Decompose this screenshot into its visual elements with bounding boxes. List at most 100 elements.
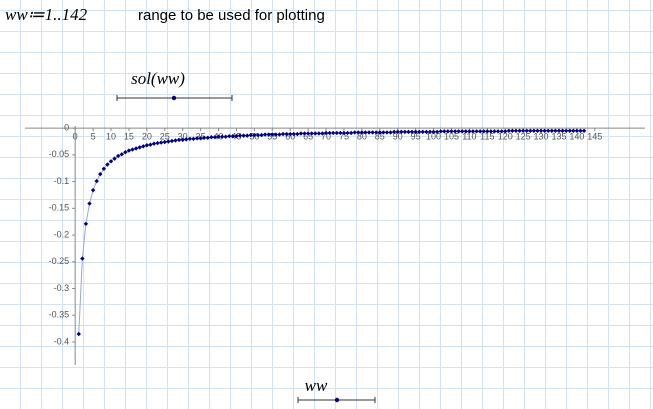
- data-point: [316, 131, 322, 136]
- data-point: [173, 138, 178, 143]
- x-tick-label: 75: [339, 132, 349, 142]
- data-point: [503, 129, 508, 134]
- x-tick-label: 120: [498, 132, 513, 142]
- data-point: [227, 133, 232, 139]
- data-point: [320, 131, 325, 136]
- data-point: [406, 129, 411, 135]
- x-tick-label: 10: [106, 132, 116, 142]
- data-point: [417, 129, 422, 135]
- data-point: [237, 133, 243, 138]
- data-point: [90, 187, 96, 193]
- data-point: [356, 130, 361, 135]
- y-tick-label: -0.25: [49, 256, 70, 266]
- data-point: [571, 128, 576, 134]
- data-point: [345, 130, 350, 136]
- data-point: [302, 131, 307, 136]
- data-point: [531, 128, 537, 134]
- data-point: [309, 131, 314, 136]
- data-point: [581, 128, 587, 134]
- data-point: [155, 140, 160, 146]
- data-point: [141, 144, 146, 149]
- data-point: [563, 128, 569, 134]
- x-tick-label: 145: [587, 132, 602, 142]
- data-point: [334, 130, 339, 136]
- data-point: [158, 140, 164, 145]
- data-point: [549, 128, 555, 134]
- x-tick-label: 115: [480, 132, 494, 142]
- data-point: [553, 128, 558, 134]
- data-point: [130, 147, 135, 152]
- data-point: [248, 132, 253, 138]
- data-point: [119, 152, 124, 157]
- data-point: [270, 132, 275, 137]
- data-point: [499, 129, 504, 134]
- data-point: [467, 129, 472, 134]
- data-point: [510, 128, 515, 134]
- y-label-handle: [116, 95, 233, 101]
- data-point: [434, 129, 440, 135]
- x-tick-label: 0: [73, 132, 78, 142]
- x-tick-label: 130: [534, 132, 549, 142]
- data-point: [277, 132, 282, 137]
- data-point: [517, 128, 522, 134]
- x-tick-label: 125: [516, 132, 531, 142]
- x-tick-label: 80: [357, 132, 367, 142]
- data-point: [151, 141, 157, 146]
- data-point: [474, 129, 479, 134]
- y-tick-label: -0.35: [49, 310, 70, 320]
- y-tick-label: -0.15: [49, 203, 70, 213]
- data-point: [456, 129, 461, 134]
- data-point: [427, 129, 433, 135]
- data-point: [485, 129, 490, 134]
- data-point: [409, 129, 415, 135]
- data-point: [488, 129, 494, 134]
- data-point: [399, 129, 404, 135]
- data-point: [166, 139, 171, 144]
- y-tick-label: -0.1: [54, 176, 70, 186]
- data-point: [101, 166, 107, 171]
- data-line: [78, 130, 585, 335]
- data-point: [470, 129, 476, 134]
- data-point: [137, 145, 142, 150]
- data-point: [370, 130, 375, 135]
- data-point: [331, 130, 336, 136]
- x-tick-label: 60: [285, 132, 295, 142]
- data-point: [169, 138, 175, 144]
- data-point: [148, 142, 153, 147]
- data-point: [327, 130, 332, 136]
- data-point: [259, 132, 264, 138]
- data-point: [244, 133, 250, 138]
- data-point: [420, 129, 426, 135]
- data-point: [538, 128, 544, 134]
- data-point: [574, 128, 580, 134]
- x-tick-label: 20: [142, 132, 152, 142]
- data-point: [291, 131, 296, 137]
- data-point: [546, 128, 551, 134]
- data-point: [481, 129, 486, 134]
- data-point: [567, 128, 572, 134]
- data-point: [528, 128, 533, 134]
- data-point: [348, 130, 354, 136]
- data-point: [520, 128, 526, 134]
- data-point: [295, 131, 300, 137]
- data-point: [338, 130, 343, 136]
- data-point: [266, 132, 271, 137]
- data-point: [76, 331, 81, 337]
- data-point: [284, 131, 289, 137]
- data-point: [452, 129, 458, 134]
- data-point: [542, 128, 547, 134]
- y-tick-label: 0: [64, 123, 69, 133]
- data-point: [313, 131, 318, 136]
- data-point: [323, 130, 329, 136]
- data-point: [578, 128, 583, 134]
- data-point: [506, 128, 512, 134]
- data-point: [431, 129, 436, 135]
- data-point: [230, 133, 236, 139]
- data-point: [262, 132, 268, 137]
- data-point: [115, 153, 121, 159]
- data-point: [176, 137, 182, 143]
- data-point: [413, 129, 418, 135]
- data-point: [252, 132, 257, 138]
